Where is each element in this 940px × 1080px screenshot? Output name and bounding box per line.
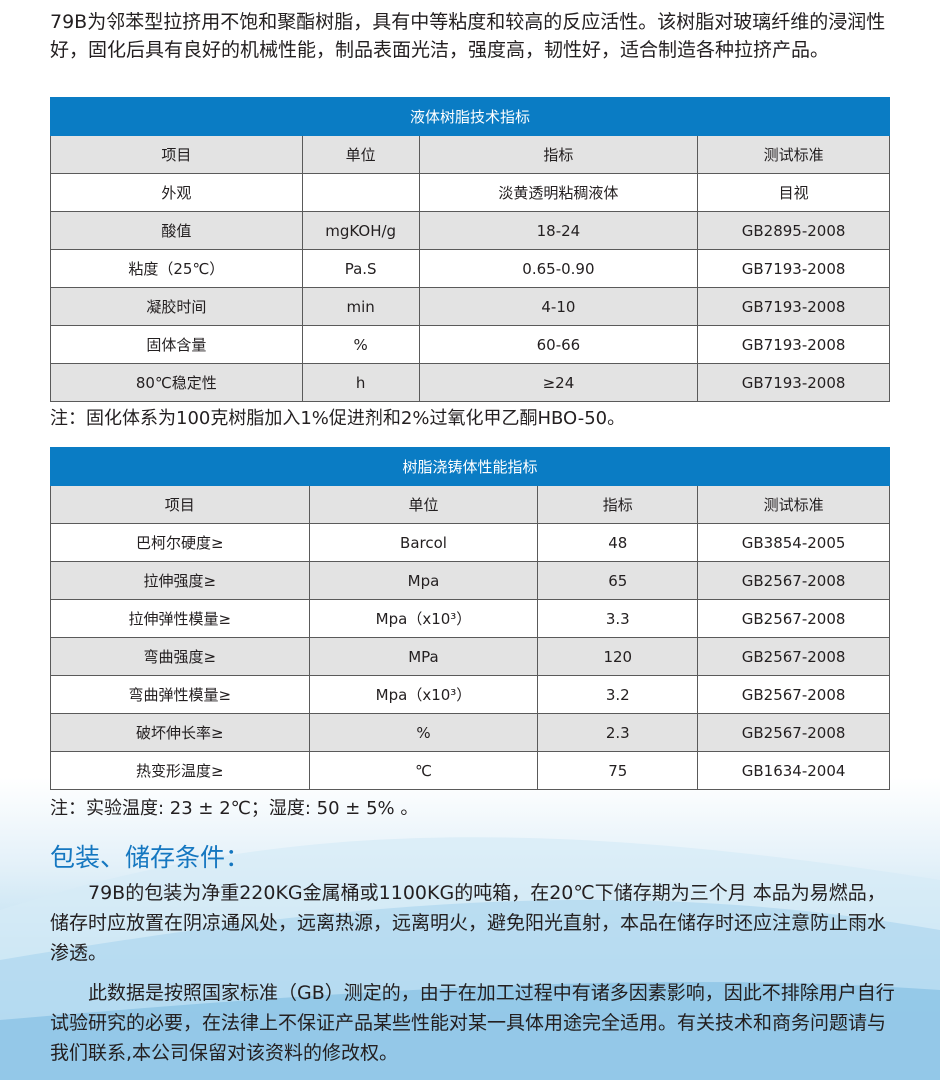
table-cell: ≥24 — [418, 363, 699, 402]
table-cell: 拉伸弹性模量≥ — [50, 599, 310, 638]
table-row: 凝胶时间 min 4-10 GB7193-2008 — [50, 287, 890, 326]
table-cell: 80℃稳定性 — [50, 363, 303, 402]
table-cell: Pa.S — [301, 249, 420, 288]
table-cell: Mpa — [308, 561, 539, 600]
table-row: 固体含量% 60-66 GB7193-2008 — [50, 325, 890, 364]
table-row: 80℃稳定性 h ≥24 GB7193-2008 — [50, 363, 890, 402]
table-cell: % — [301, 325, 420, 364]
packaging-paragraph: 79B的包装为净重220KG金属桶或1100KG的吨箱，在20℃下储存期为三个月… — [50, 882, 887, 964]
table-cell: ℃ — [308, 751, 539, 790]
table-row: 粘度（25℃） Pa.S 0.65-0.90 GB7193-2008 — [50, 249, 890, 288]
table-cell: 固体含量 — [50, 325, 303, 364]
table-title: 液体树脂技术指标 — [50, 97, 890, 136]
liquid-resin-spec-table: 液体树脂技术指标 项目 单位 指标 测试标准 外观 淡黄透明粘稠液体 目视 酸值 mgKOH/g… — [50, 97, 890, 402]
table-cell: 测试标准 — [697, 135, 890, 174]
table-row: 弯曲强度≥ MPa 120 GB2567-2008 — [50, 637, 890, 676]
table-cell: 拉伸强度≥ — [50, 561, 310, 600]
table2-note: 注：实验温度: 23 ± 2℃；湿度: 50 ± 5% 。 — [50, 798, 419, 819]
table-row: 外观 淡黄透明粘稠液体 目视 — [50, 173, 890, 212]
table-cell: GB7193-2008 — [697, 363, 890, 402]
table-cell: 粘度（25℃） — [50, 249, 303, 288]
table-cell: Mpa（x10³） — [308, 599, 539, 638]
table-cell: GB2567-2008 — [697, 599, 890, 638]
intro-paragraph: 79B为邻苯型拉挤用不饱和聚酯树脂，具有中等粘度和较高的反应活性。该树脂对玻璃纤… — [50, 11, 886, 61]
table-cell: 120 — [537, 637, 699, 676]
table-cell: GB7193-2008 — [697, 287, 890, 326]
table-cell: 测试标准 — [697, 485, 890, 524]
table-cell: GB3854-2005 — [697, 523, 890, 562]
table-cell: 酸值 — [50, 211, 303, 250]
table-cell: h — [301, 363, 420, 402]
table-row: 热变形温度≥ ℃ 75 GB1634-2004 — [50, 751, 890, 790]
cast-resin-property-table: 树脂浇铸体性能指标 项目 单位 指标 测试标准 巴柯尔硬度≥ Barcol 48 GB3854… — [50, 447, 890, 790]
table-cell: 4-10 — [418, 287, 699, 326]
table-cell: GB2895-2008 — [697, 211, 890, 250]
table-title: 树脂浇铸体性能指标 — [50, 447, 890, 486]
table-row: 酸值 mgKOH/g 18-24 GB2895-2008 — [50, 211, 890, 250]
table-cell: 0.65-0.90 — [418, 249, 699, 288]
table-cell: 目视 — [697, 173, 890, 212]
table-row: 拉伸强度≥ Mpa 65 GB2567-2008 — [50, 561, 890, 600]
background-wave — [0, 837, 940, 1080]
table-cell: GB1634-2004 — [697, 751, 890, 790]
table-cell: 65 — [537, 561, 699, 600]
table-cell: 外观 — [50, 173, 303, 212]
table-cell: GB7193-2008 — [697, 325, 890, 364]
table-cell: 60-66 — [418, 325, 699, 364]
table-header-row: 项目 单位 指标 测试标准 — [50, 135, 890, 174]
table-cell: 指标 — [537, 485, 699, 524]
table-cell: 弯曲强度≥ — [50, 637, 310, 676]
table-cell: 指标 — [418, 135, 699, 174]
table-cell: GB2567-2008 — [697, 637, 890, 676]
table-cell: 48 — [537, 523, 699, 562]
table-cell: GB7193-2008 — [697, 249, 890, 288]
table-cell: GB2567-2008 — [697, 561, 890, 600]
table1-note: 注：固化体系为100克树脂加入1%促进剂和2%过氧化甲乙酮HBO-50。 — [50, 408, 626, 429]
table-cell: 单位 — [301, 135, 420, 174]
table-cell: 凝胶时间 — [50, 287, 303, 326]
table-cell: 75 — [537, 751, 699, 790]
table-cell — [301, 173, 420, 212]
table-cell: 弯曲弹性模量≥ — [50, 675, 310, 714]
table-row: 拉伸弹性模量≥ Mpa（x10³） 3.3 GB2567-2008 — [50, 599, 890, 638]
table-cell: Mpa（x10³） — [308, 675, 539, 714]
table-cell: Barcol — [308, 523, 539, 562]
table-cell: 热变形温度≥ — [50, 751, 310, 790]
table-cell: 3.3 — [537, 599, 699, 638]
table-row: 弯曲弹性模量≥ Mpa（x10³） 3.2 GB2567-2008 — [50, 675, 890, 714]
table-cell: 淡黄透明粘稠液体 — [418, 173, 699, 212]
table-cell: 18-24 — [418, 211, 699, 250]
table-cell: 项目 — [50, 135, 303, 174]
table-header-row: 项目 单位 指标 测试标准 — [50, 485, 890, 524]
table-cell: GB2567-2008 — [697, 713, 890, 752]
table-cell: min — [301, 287, 420, 326]
packaging-heading: 包装、储存条件： — [50, 843, 251, 872]
table-row: 破坏伸长率≥% 2.3 GB2567-2008 — [50, 713, 890, 752]
disclaimer-paragraph: 此数据是按照国家标准（GB）测定的，由于在加工过程中有诸多因素影响，因此不排除用… — [50, 982, 895, 1064]
table-cell: mgKOH/g — [301, 211, 420, 250]
table-cell: 2.3 — [537, 713, 699, 752]
table-row: 巴柯尔硬度≥ Barcol 48 GB3854-2005 — [50, 523, 890, 562]
table-cell: 单位 — [308, 485, 539, 524]
table-cell: % — [308, 713, 539, 752]
table-cell: 3.2 — [537, 675, 699, 714]
table-cell: 破坏伸长率≥ — [50, 713, 310, 752]
table-cell: MPa — [308, 637, 539, 676]
table-cell: 巴柯尔硬度≥ — [50, 523, 310, 562]
table-cell: 项目 — [50, 485, 310, 524]
table-cell: GB2567-2008 — [697, 675, 890, 714]
